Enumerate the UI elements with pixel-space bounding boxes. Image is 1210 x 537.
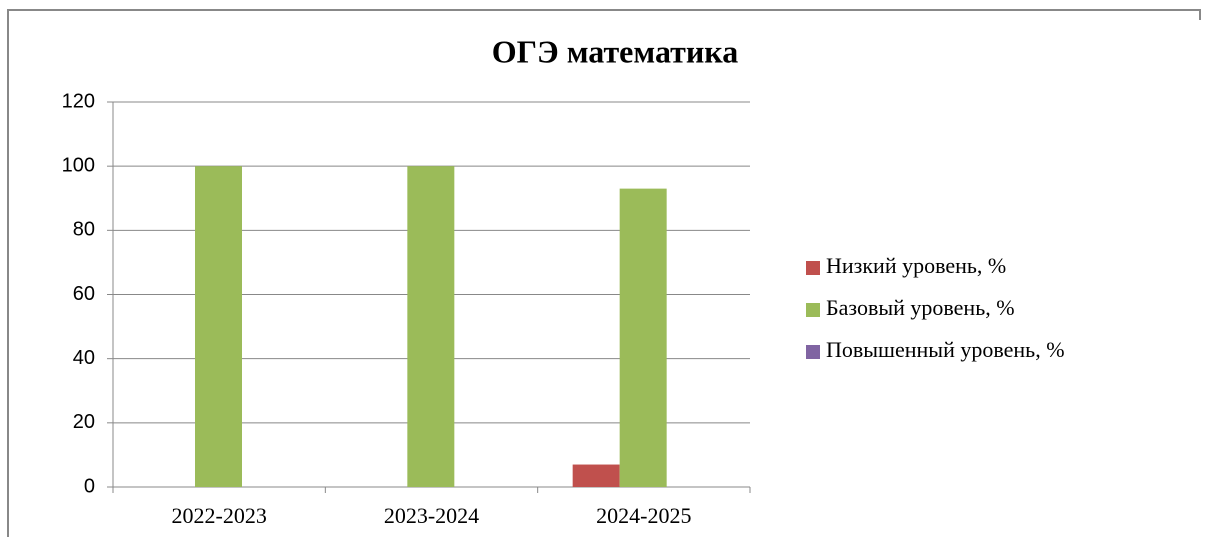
bar — [619, 188, 667, 487]
bar — [195, 166, 242, 487]
x-tick-label: 2022-2023 — [172, 503, 267, 528]
y-tick-label: 40 — [73, 347, 95, 369]
legend-label: Низкий уровень, % — [826, 253, 1006, 278]
y-tick-label: 20 — [73, 411, 95, 433]
y-tick-label: 80 — [73, 219, 95, 241]
x-tick-label: 2024-2025 — [596, 503, 691, 528]
bar — [572, 464, 620, 487]
chart-title: ОГЭ математика — [492, 33, 738, 69]
legend-swatch — [806, 345, 820, 359]
legend-label: Повышенный уровень, % — [826, 337, 1065, 362]
y-tick-label: 0 — [84, 475, 95, 497]
legend-label: Базовый уровень, % — [826, 295, 1015, 320]
legend-swatch — [806, 303, 820, 317]
legend-swatch — [806, 261, 820, 275]
y-tick-label: 60 — [73, 283, 95, 305]
y-tick-label: 100 — [62, 154, 95, 176]
chart-border — [7, 9, 1201, 537]
bar — [407, 166, 455, 487]
x-tick-label: 2023-2024 — [384, 503, 479, 528]
y-tick-label: 120 — [62, 90, 95, 112]
